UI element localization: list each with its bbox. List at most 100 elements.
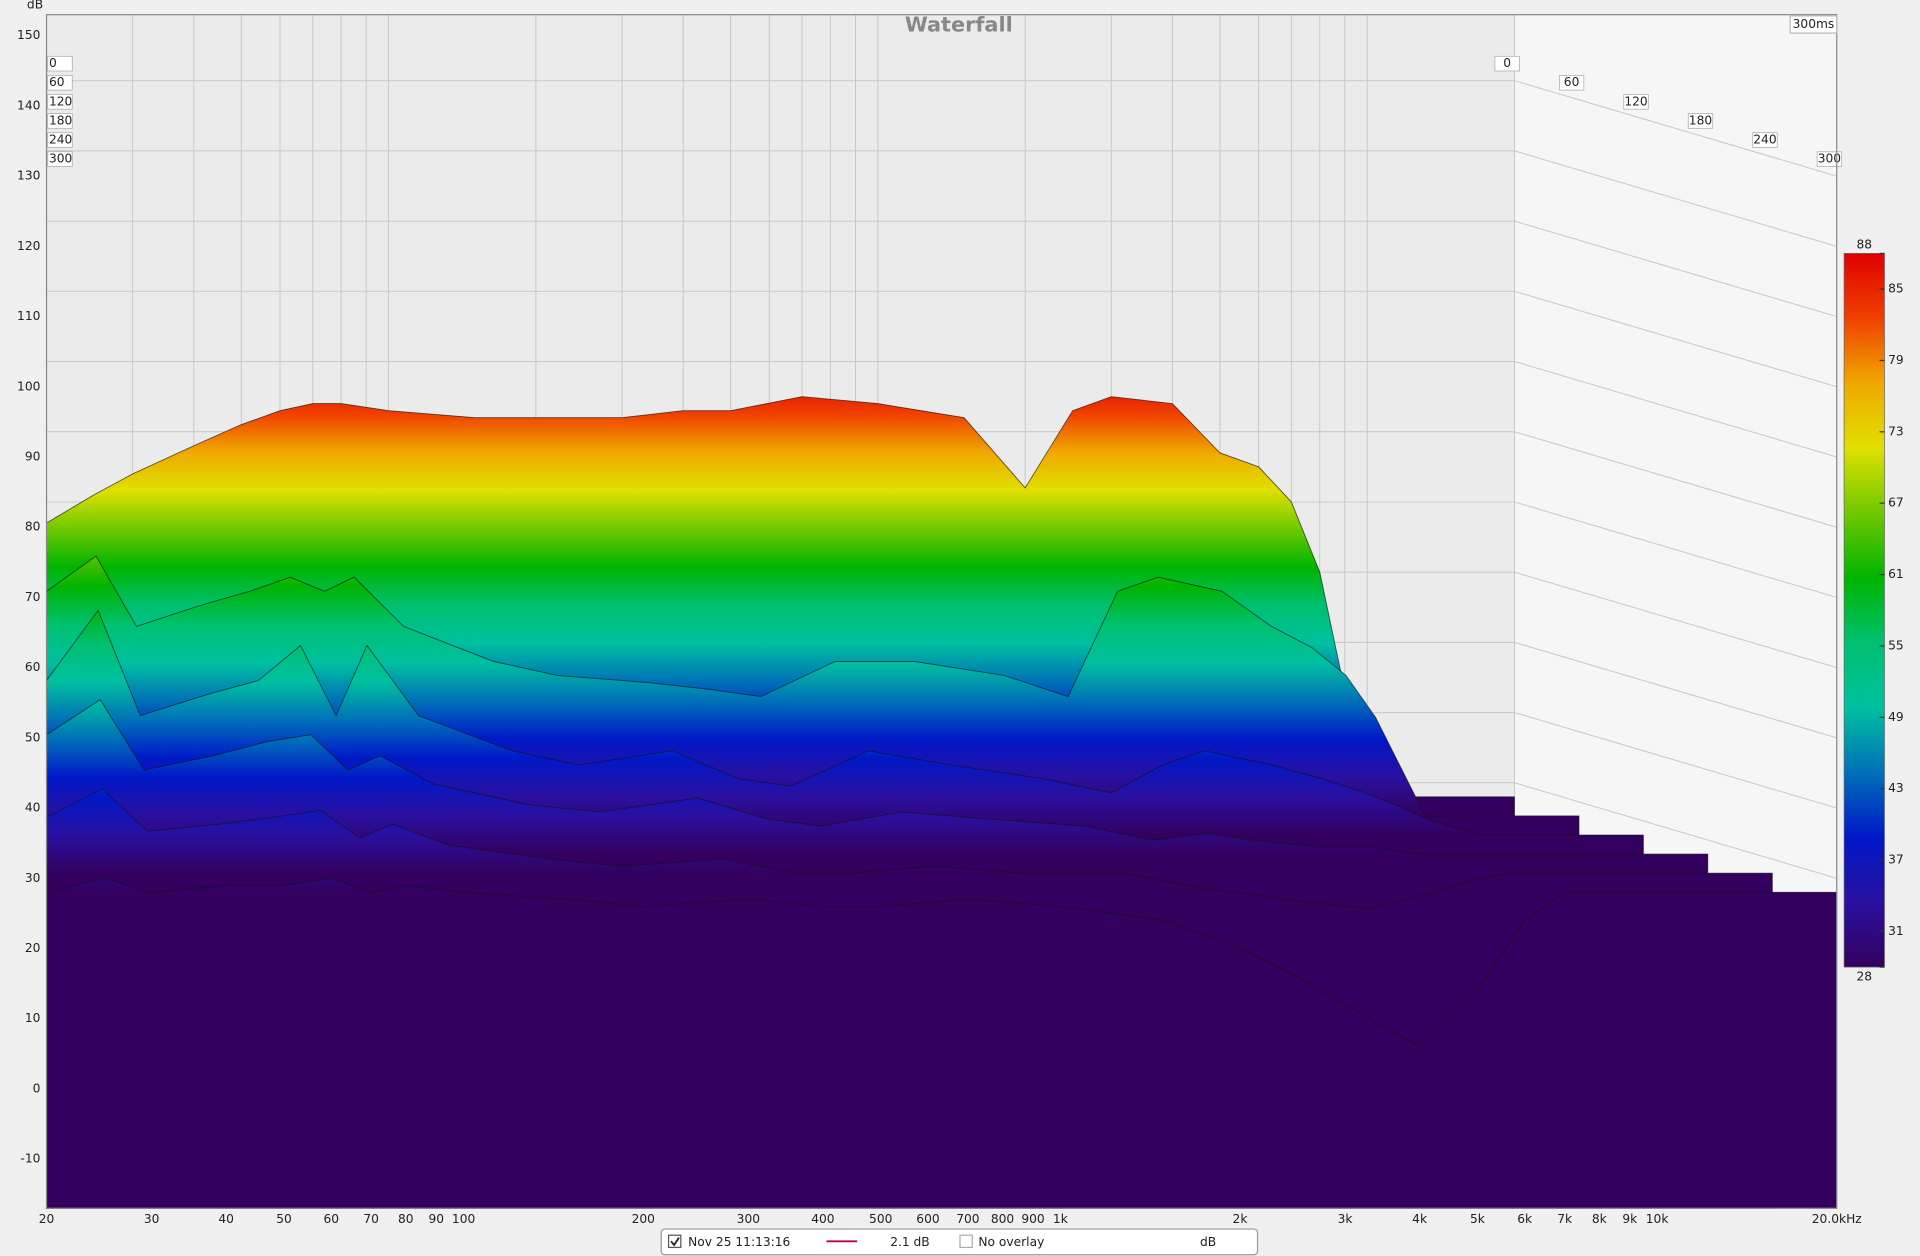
chart-title: Waterfall bbox=[905, 13, 1013, 37]
time-tick-box bbox=[47, 132, 73, 148]
time-tick-box bbox=[47, 94, 73, 110]
colorbar-tick-label: 31 bbox=[1888, 924, 1904, 938]
y-tick-label: 150 bbox=[17, 28, 40, 42]
time-tick-label: 0 bbox=[1503, 56, 1511, 70]
grid-line bbox=[1514, 712, 1837, 809]
time-tick-box bbox=[47, 113, 73, 129]
y-tick-label: 120 bbox=[17, 239, 40, 253]
grid-line bbox=[1514, 290, 1837, 388]
x-tick-label: 90 bbox=[429, 1212, 445, 1226]
x-tick-label: 600 bbox=[916, 1212, 939, 1226]
x-tick-label: 20 bbox=[39, 1212, 55, 1226]
colorbar-tick-label: 85 bbox=[1888, 282, 1904, 296]
grid-line bbox=[1514, 80, 1837, 177]
x-tick-label: 30 bbox=[144, 1212, 160, 1226]
plot-border bbox=[45, 14, 1838, 1209]
time-tick-box bbox=[1558, 75, 1585, 91]
time-tick-box bbox=[1816, 151, 1843, 167]
y-tick-label: 0 bbox=[33, 1081, 41, 1095]
x-tick-label: 200 bbox=[632, 1212, 655, 1226]
x-tick-label: 900 bbox=[1021, 1212, 1044, 1226]
x-tick-label: 50 bbox=[276, 1212, 292, 1226]
legend: Nov 25 11:13:16 2.1 dB No overlay dB bbox=[660, 1228, 1259, 1256]
x-tick-label: 70 bbox=[363, 1212, 379, 1226]
time-tick-box bbox=[1494, 55, 1520, 72]
x-tick-label: 700 bbox=[956, 1212, 979, 1226]
x-tick-label: 9k bbox=[1622, 1212, 1638, 1226]
grid-line bbox=[1514, 431, 1837, 528]
time-tick-box bbox=[1623, 94, 1649, 110]
legend-value: 2.1 dB bbox=[890, 1235, 930, 1249]
time-tick-label: 180 bbox=[49, 113, 72, 127]
legend-unit: dB bbox=[1200, 1235, 1216, 1249]
legend-label: No overlay bbox=[978, 1235, 1044, 1249]
y-tick-label: 110 bbox=[17, 309, 40, 323]
grid-line bbox=[1514, 361, 1837, 458]
x-tick-label: 40 bbox=[218, 1212, 234, 1226]
time-tick-label: 180 bbox=[1689, 113, 1712, 127]
grid-line bbox=[1514, 501, 1837, 598]
grid-line bbox=[1514, 782, 1837, 879]
colorbar-tick-label: 67 bbox=[1888, 496, 1904, 510]
legend-label: Nov 25 11:13:16 bbox=[688, 1235, 790, 1249]
colorbar-tick-label: 55 bbox=[1888, 638, 1904, 652]
time-tick-label: 120 bbox=[49, 94, 72, 108]
y-axis-label: dB bbox=[27, 0, 43, 11]
time-tick-box bbox=[47, 55, 73, 72]
legend-checkbox[interactable] bbox=[959, 1234, 973, 1249]
x-tick-label: 400 bbox=[811, 1212, 834, 1226]
y-tick-label: 140 bbox=[17, 98, 40, 112]
x-tick-label: 4k bbox=[1412, 1212, 1428, 1226]
colorbar-tick-label: 43 bbox=[1888, 781, 1904, 795]
x-tick-label: 7k bbox=[1557, 1212, 1573, 1226]
y-tick-label: 10 bbox=[25, 1011, 41, 1025]
x-tick-label: 500 bbox=[869, 1212, 892, 1226]
time-tick-label: 300 bbox=[49, 152, 72, 166]
x-tick-label: 300 bbox=[737, 1212, 760, 1226]
x-tick-label: 1k bbox=[1053, 1212, 1069, 1226]
time-span-label: 300ms bbox=[1793, 17, 1835, 31]
time-tick-box bbox=[1752, 132, 1778, 148]
legend-check bbox=[670, 1237, 680, 1247]
time-span-box bbox=[1789, 15, 1838, 34]
x-tick-label: 60 bbox=[323, 1212, 339, 1226]
time-tick-box bbox=[1687, 113, 1714, 129]
time-tick-label: 60 bbox=[1564, 75, 1580, 89]
x-tick-label: 6k bbox=[1517, 1212, 1533, 1226]
time-tick-box bbox=[47, 151, 73, 167]
y-tick-label: 130 bbox=[17, 169, 40, 183]
y-tick-label: 60 bbox=[25, 660, 41, 674]
grid-line bbox=[1514, 571, 1837, 669]
y-tick-label: 70 bbox=[25, 590, 41, 604]
x-tick-label: 100 bbox=[452, 1212, 475, 1226]
time-tick-box bbox=[47, 75, 73, 91]
x-tick-label: 5k bbox=[1470, 1212, 1486, 1226]
time-tick-label: 120 bbox=[1624, 94, 1647, 108]
y-tick-label: 80 bbox=[25, 520, 41, 534]
time-tick-label: 60 bbox=[49, 75, 65, 89]
grid-line bbox=[1514, 150, 1837, 247]
time-tick-label: 240 bbox=[49, 133, 72, 147]
y-tick-label: 20 bbox=[25, 941, 41, 955]
colorbar-tick-label: 88 bbox=[1856, 237, 1872, 251]
x-tick-label: 2k bbox=[1233, 1212, 1249, 1226]
x-tick-label: 800 bbox=[991, 1212, 1014, 1226]
y-tick-label: 90 bbox=[25, 450, 41, 464]
colorbar-tick-label: 49 bbox=[1888, 710, 1904, 724]
x-tick-label: 8k bbox=[1592, 1212, 1608, 1226]
x-tick-label: 20.0kHz bbox=[1812, 1212, 1862, 1226]
grid-line bbox=[1514, 641, 1837, 739]
colorbar-tick-label: 73 bbox=[1888, 424, 1904, 438]
waterfall-slice bbox=[46, 877, 1838, 1209]
y-tick-label: -10 bbox=[20, 1152, 40, 1166]
x-tick-label: 10k bbox=[1646, 1212, 1670, 1226]
y-tick-label: 50 bbox=[25, 730, 41, 744]
y-tick-label: 100 bbox=[17, 379, 40, 393]
y-tick-label: 40 bbox=[25, 801, 41, 815]
colorbar bbox=[1843, 253, 1885, 968]
colorbar-tick-label: 79 bbox=[1888, 353, 1904, 367]
colorbar-tick-label: 28 bbox=[1856, 969, 1872, 983]
x-tick-label: 3k bbox=[1338, 1212, 1354, 1226]
